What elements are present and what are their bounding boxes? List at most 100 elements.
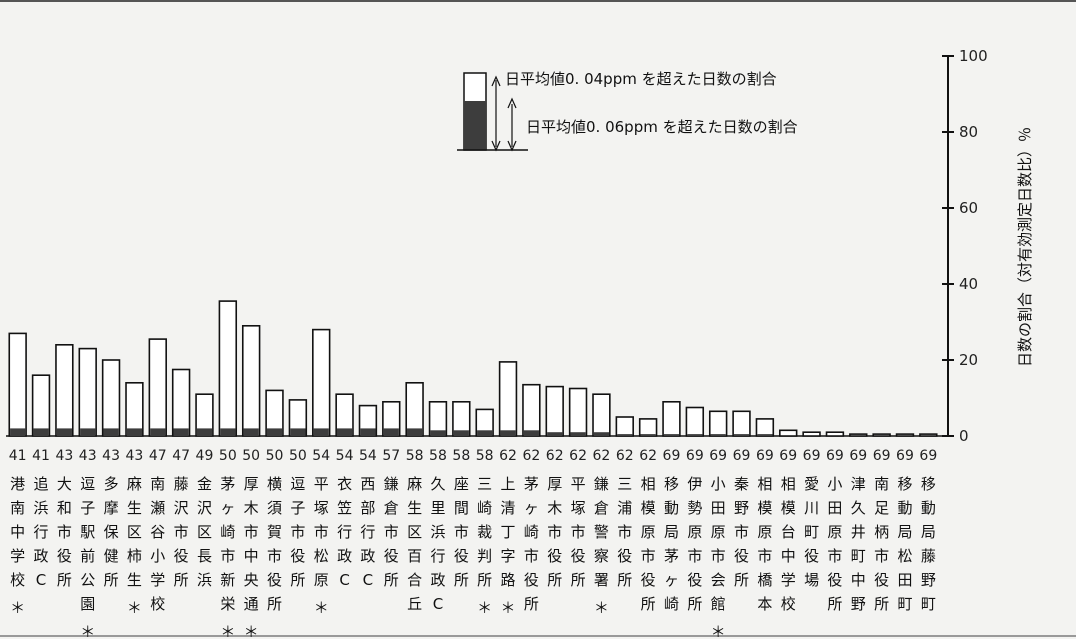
rank-label-8: 49 [196, 448, 214, 464]
rank-label-31: 69 [733, 448, 751, 464]
bar-dark-4 [103, 428, 119, 436]
bar-dark-6 [150, 428, 166, 436]
y-tick-label-60: 60 [959, 199, 978, 217]
bar-dark-11 [266, 428, 283, 436]
category-labels-group: 41 港南中学校 ＊ 41 追浜行政 C 43 大和市役所 43 逗子駅前公園 ＊ 43 多摩保健所 43… [9, 448, 937, 639]
station-label-28: 移動局茅ヶ崎 [664, 475, 679, 613]
bar-dark-23 [547, 432, 563, 436]
rank-label-36: 69 [849, 448, 867, 464]
station-label-0: 港南中学校 [10, 475, 25, 589]
bar-dark-38 [897, 435, 913, 436]
rank-label-10: 50 [242, 448, 260, 464]
bar-dark-18 [430, 430, 446, 436]
rank-label-26: 62 [616, 448, 634, 464]
bar-dark-15 [360, 428, 376, 436]
station-label-31: 秦野市役所 [734, 475, 749, 589]
station-label-19: 座間市役所 [454, 475, 469, 589]
rank-label-24: 62 [569, 448, 587, 464]
bar-dark-28 [663, 434, 680, 436]
rank-label-11: 50 [266, 448, 284, 464]
rank-label-32: 69 [756, 448, 774, 464]
bar-total-21 [498, 361, 518, 437]
asterisk-mark-30: ＊ [711, 623, 726, 639]
y-tick-label-20: 20 [959, 351, 978, 369]
bar-dark-34 [803, 435, 820, 436]
rank-label-6: 47 [149, 448, 167, 464]
rank-label-2: 43 [55, 448, 73, 464]
asterisk-mark-5: ＊ [127, 599, 142, 617]
y-tick-label-80: 80 [959, 123, 978, 141]
bar-total-5 [125, 381, 144, 437]
bar-dark-1 [33, 428, 49, 436]
rank-label-16: 57 [382, 448, 400, 464]
station-label-7: 藤沢市役所 [174, 475, 189, 589]
bar-dark-30 [710, 434, 726, 436]
bar-total-24 [568, 387, 588, 437]
legend-arrow-dark-head-bottom [507, 140, 517, 152]
bar-total-17 [405, 381, 424, 437]
bar-total-0 [8, 332, 27, 437]
bar-dark-13 [313, 428, 329, 436]
asterisk-mark-13: ＊ [314, 599, 329, 617]
station-label-8: 金沢区長浜 [197, 475, 212, 589]
bar-total-23 [545, 385, 564, 437]
rank-label-21: 62 [499, 448, 517, 464]
rank-label-20: 58 [476, 448, 494, 464]
y-axis-label: 日数の割合（対有効測定日数比）％ [1016, 127, 1034, 367]
rank-label-27: 62 [639, 448, 657, 464]
rank-label-25: 62 [593, 448, 611, 464]
asterisk-mark-9: ＊ [220, 623, 235, 639]
station-label-38: 移動局松田町 [897, 475, 912, 613]
bar-dark-33 [780, 435, 796, 436]
station-label-39: 移動局藤野町 [921, 475, 936, 613]
station-label-30: 小田原市会館 [711, 475, 726, 613]
y-tick-label-0: 0 [959, 427, 969, 445]
bar-dark-0 [10, 428, 26, 436]
legend: 日平均値0. 04ppm を超えた日数の割合 日平均値0. 06ppm を超えた… [457, 70, 798, 152]
bar-dark-20 [477, 430, 493, 436]
asterisk-mark-21: ＊ [501, 599, 516, 617]
asterisk-mark-3: ＊ [80, 623, 95, 639]
y-tick-label-100: 100 [959, 47, 988, 65]
bar-dark-35 [827, 435, 843, 436]
bar-total-13 [312, 328, 331, 437]
bar-dark-27 [640, 434, 656, 436]
bar-dark-31 [733, 434, 750, 436]
bar-dark-14 [336, 428, 353, 436]
bar-dark-29 [687, 434, 703, 436]
bars-group [8, 300, 938, 437]
bar-dark-39 [920, 435, 936, 436]
rank-label-1: 41 [32, 448, 50, 464]
bar-dark-12 [290, 428, 306, 436]
station-label-16: 鎌倉市役所 [384, 475, 399, 589]
bar-total-30 [708, 410, 728, 437]
bar-dark-9 [220, 428, 236, 436]
legend-arrow-total-head-bottom [491, 140, 501, 152]
bar-total-27 [638, 418, 658, 437]
bar-total-33 [779, 429, 798, 437]
station-label-36: 津久井町中野 [851, 475, 866, 613]
station-label-24: 平塚市役所 [571, 475, 586, 589]
rank-label-5: 43 [126, 448, 144, 464]
rank-label-14: 54 [336, 448, 354, 464]
station-label-23: 厚木市役所 [547, 475, 562, 589]
bar-dark-21 [500, 430, 516, 436]
rank-label-3: 43 [79, 448, 97, 464]
rank-label-18: 58 [429, 448, 447, 464]
rank-label-22: 62 [522, 448, 540, 464]
rank-label-37: 69 [873, 448, 891, 464]
bar-total-32 [755, 418, 775, 437]
station-label-17: 麻生区百合丘 [407, 475, 422, 613]
bar-total-9 [218, 300, 238, 437]
station-label-6: 南瀬谷小学校 [150, 475, 165, 613]
rank-label-4: 43 [102, 448, 120, 464]
rank-label-30: 69 [709, 448, 727, 464]
station-label-34: 愛川町役場 [804, 475, 819, 589]
station-label-18: 久里浜行政 C [430, 475, 445, 613]
legend-arrow-dark-head-top [507, 97, 517, 109]
rank-label-12: 50 [289, 448, 307, 464]
station-label-10: 厚木市中央通 [244, 475, 259, 613]
y-tick-label-40: 40 [959, 275, 978, 293]
bar-total-22 [522, 383, 541, 437]
bar-dark-37 [874, 435, 890, 436]
